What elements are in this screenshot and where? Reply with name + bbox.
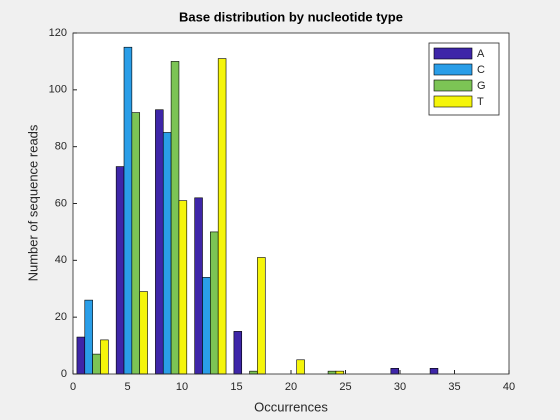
bar: [84, 299, 93, 375]
chart-title: Base distribution by nucleotide type: [179, 9, 403, 24]
x-tick-label: 25: [339, 381, 351, 393]
bar: [123, 46, 133, 375]
bar: [155, 109, 164, 375]
legend-swatch: [433, 79, 473, 92]
x-tick-label: 0: [70, 381, 76, 393]
x-axis-label: Occurrences: [254, 399, 328, 414]
bar: [390, 368, 399, 375]
bar: [131, 112, 141, 375]
legend-label: G: [477, 80, 486, 92]
bar: [170, 61, 180, 375]
x-tick-label: 35: [448, 381, 460, 393]
bar: [92, 353, 101, 375]
bar: [76, 336, 86, 375]
legend-swatch: [433, 47, 473, 60]
bar: [335, 370, 345, 375]
bar: [139, 291, 148, 375]
legend-swatch: [433, 63, 473, 76]
bar: [257, 257, 266, 375]
bar: [249, 370, 258, 375]
bar: [233, 331, 243, 375]
legend-swatch: [433, 95, 473, 108]
bar: [327, 370, 337, 375]
legend-label: T: [477, 96, 484, 108]
y-tick-label: 60: [55, 197, 67, 209]
bar: [100, 339, 109, 375]
axes-box: [72, 32, 510, 375]
bar: [178, 200, 188, 375]
bar: [115, 166, 125, 375]
x-tick-label: 40: [503, 381, 515, 393]
legend-label: A: [477, 48, 485, 60]
legend-label: C: [477, 64, 485, 76]
bar: [429, 368, 439, 375]
y-tick-label: 0: [61, 368, 67, 380]
bar: [194, 197, 203, 375]
bar: [202, 277, 211, 375]
y-tick-label: 120: [49, 27, 67, 39]
y-tick-label: 80: [55, 141, 67, 153]
x-tick-label: 5: [124, 381, 130, 393]
x-tick-label: 10: [176, 381, 188, 393]
x-tick-label: 15: [230, 381, 242, 393]
bar: [296, 359, 305, 375]
y-tick-label: 100: [49, 84, 67, 96]
y-tick-label: 40: [55, 254, 67, 266]
x-tick-label: 20: [285, 381, 297, 393]
bar: [217, 58, 227, 375]
y-axis-label: Number of sequence reads: [25, 124, 40, 281]
y-tick-label: 20: [55, 311, 67, 323]
bar: [210, 231, 219, 375]
bar: [162, 132, 172, 375]
x-tick-label: 30: [394, 381, 406, 393]
